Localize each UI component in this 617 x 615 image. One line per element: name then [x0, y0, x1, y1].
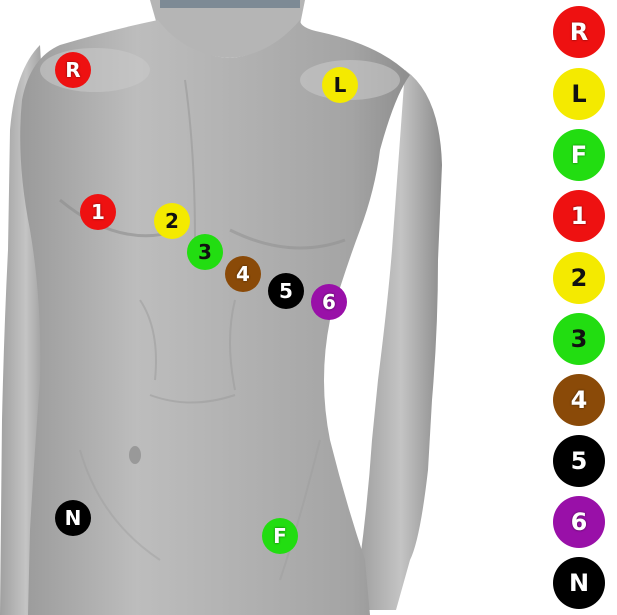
legend-electrode-f: F	[553, 129, 605, 181]
electrode-v1: 1	[80, 194, 116, 230]
legend-electrode-r: R	[553, 6, 605, 58]
legend-electrode-n: N	[553, 557, 605, 609]
torso-body	[20, 20, 410, 615]
legend-electrode-v6: 6	[553, 496, 605, 548]
collar-shadow	[160, 0, 300, 8]
legend-electrode-v5: 5	[553, 435, 605, 487]
electrode-f: F	[262, 518, 298, 554]
electrode-n: N	[55, 500, 91, 536]
legend-electrode-v1: 1	[553, 190, 605, 242]
electrode-v3: 3	[187, 234, 223, 270]
electrode-r: R	[55, 52, 91, 88]
right-arm	[360, 70, 442, 610]
electrode-v2: 2	[154, 203, 190, 239]
legend-electrode-v2: 2	[553, 252, 605, 304]
legend-electrode-l: L	[553, 68, 605, 120]
legend-electrode-v3: 3	[553, 313, 605, 365]
electrode-v4: 4	[225, 256, 261, 292]
legend-electrode-v4: 4	[553, 374, 605, 426]
electrode-v6: 6	[311, 284, 347, 320]
electrode-v5: 5	[268, 273, 304, 309]
electrode-l: L	[322, 67, 358, 103]
neck	[150, 0, 305, 58]
